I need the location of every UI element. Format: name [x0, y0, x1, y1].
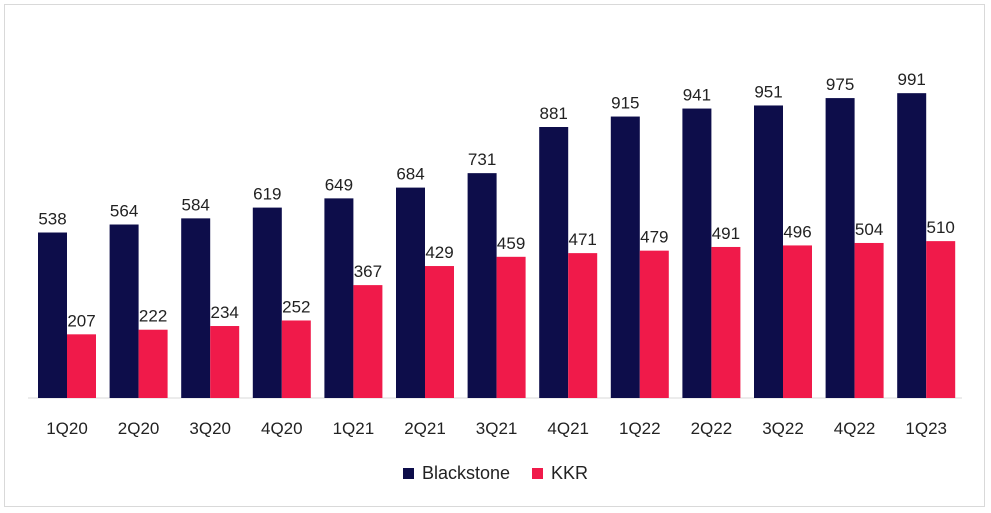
data-label-blackstone-4q21: 881: [540, 104, 568, 123]
bar-kkr-4q21: [568, 253, 598, 398]
data-label-kkr-3q21: 459: [497, 234, 525, 253]
bar-kkr-1q20: [67, 334, 96, 398]
bar-blackstone-3q22: [754, 105, 783, 398]
bar-kkr-4q22: [854, 242, 884, 398]
bar-blackstone-3q20: [181, 218, 211, 398]
data-label-kkr-1q23: 510: [927, 218, 955, 237]
bar-blackstone-2q21: [396, 187, 425, 398]
bar-blackstone-4q21: [539, 127, 569, 399]
bar-kkr-1q22: [639, 250, 669, 398]
x-tick-label-1q23: 1Q23: [905, 419, 947, 438]
bar-blackstone-1q20: [38, 232, 67, 398]
x-tick-label-2q22: 2Q22: [691, 419, 733, 438]
x-tick-label-4q20: 4Q20: [261, 419, 303, 438]
x-tick-label-1q22: 1Q22: [619, 419, 661, 438]
data-label-kkr-2q21: 429: [425, 243, 453, 262]
bar-blackstone-4q20: [252, 207, 282, 398]
data-label-kkr-3q22: 496: [783, 222, 811, 241]
data-label-blackstone-3q21: 731: [468, 150, 496, 169]
data-label-kkr-4q21: 471: [569, 230, 597, 249]
bar-blackstone-4q22: [825, 98, 855, 398]
bar-kkr-4q20: [281, 320, 311, 398]
data-label-kkr-2q20: 222: [139, 307, 167, 326]
x-tick-label-2q21: 2Q21: [404, 419, 446, 438]
data-label-blackstone-1q21: 649: [325, 175, 353, 194]
data-label-blackstone-1q20: 538: [38, 210, 66, 229]
data-label-blackstone-2q21: 684: [396, 165, 424, 184]
x-tick-label-3q20: 3Q20: [189, 419, 231, 438]
legend-label-kkr: KKR: [551, 463, 589, 483]
data-label-blackstone-1q23: 991: [898, 70, 926, 89]
bar-kkr-1q23: [926, 241, 956, 398]
bar-kkr-3q21: [496, 256, 526, 398]
data-label-blackstone-3q20: 584: [182, 195, 210, 214]
bar-kkr-2q22: [711, 246, 741, 398]
legend: Blackstone KKR: [0, 463, 991, 484]
bar-blackstone-2q22: [682, 108, 712, 398]
data-label-kkr-1q22: 479: [640, 228, 668, 247]
legend-swatch-kkr: [532, 468, 544, 479]
data-label-blackstone-3q22: 951: [754, 82, 782, 101]
data-label-blackstone-2q20: 564: [110, 202, 138, 221]
legend-swatch-blackstone: [402, 468, 414, 479]
data-label-kkr-3q20: 234: [211, 303, 239, 322]
legend-item-blackstone: Blackstone: [402, 463, 511, 484]
bar-kkr-1q21: [353, 285, 383, 398]
data-label-kkr-1q20: 207: [67, 311, 95, 330]
data-label-blackstone-4q22: 975: [826, 75, 854, 94]
bar-blackstone-3q21: [467, 173, 497, 398]
data-label-kkr-2q22: 491: [712, 224, 740, 243]
x-tick-label-1q20: 1Q20: [46, 419, 88, 438]
data-label-blackstone-1q22: 915: [611, 94, 639, 113]
bar-kkr-2q21: [425, 266, 454, 398]
legend-label-blackstone: Blackstone: [421, 463, 511, 483]
bar-blackstone-1q22: [610, 116, 640, 399]
data-label-kkr-4q20: 252: [282, 297, 310, 316]
data-label-kkr-4q22: 504: [855, 220, 883, 239]
bar-blackstone-1q23: [897, 93, 927, 399]
data-label-blackstone-4q20: 619: [253, 185, 281, 204]
bar-blackstone-1q21: [324, 198, 354, 398]
bar-kkr-3q22: [783, 245, 812, 398]
data-label-blackstone-2q22: 941: [683, 86, 711, 105]
bar-kkr-2q20: [138, 329, 168, 398]
bar-kkr-3q20: [210, 326, 240, 398]
x-tick-label-1q21: 1Q21: [333, 419, 375, 438]
x-tick-label-2q20: 2Q20: [118, 419, 160, 438]
x-tick-label-3q21: 3Q21: [476, 419, 518, 438]
bar-blackstone-2q20: [109, 224, 139, 398]
x-tick-label-3q22: 3Q22: [762, 419, 804, 438]
legend-item-kkr: KKR: [532, 463, 588, 484]
x-tick-label-4q21: 4Q21: [547, 419, 589, 438]
x-tick-label-4q22: 4Q22: [834, 419, 876, 438]
data-label-kkr-1q21: 367: [354, 262, 382, 281]
